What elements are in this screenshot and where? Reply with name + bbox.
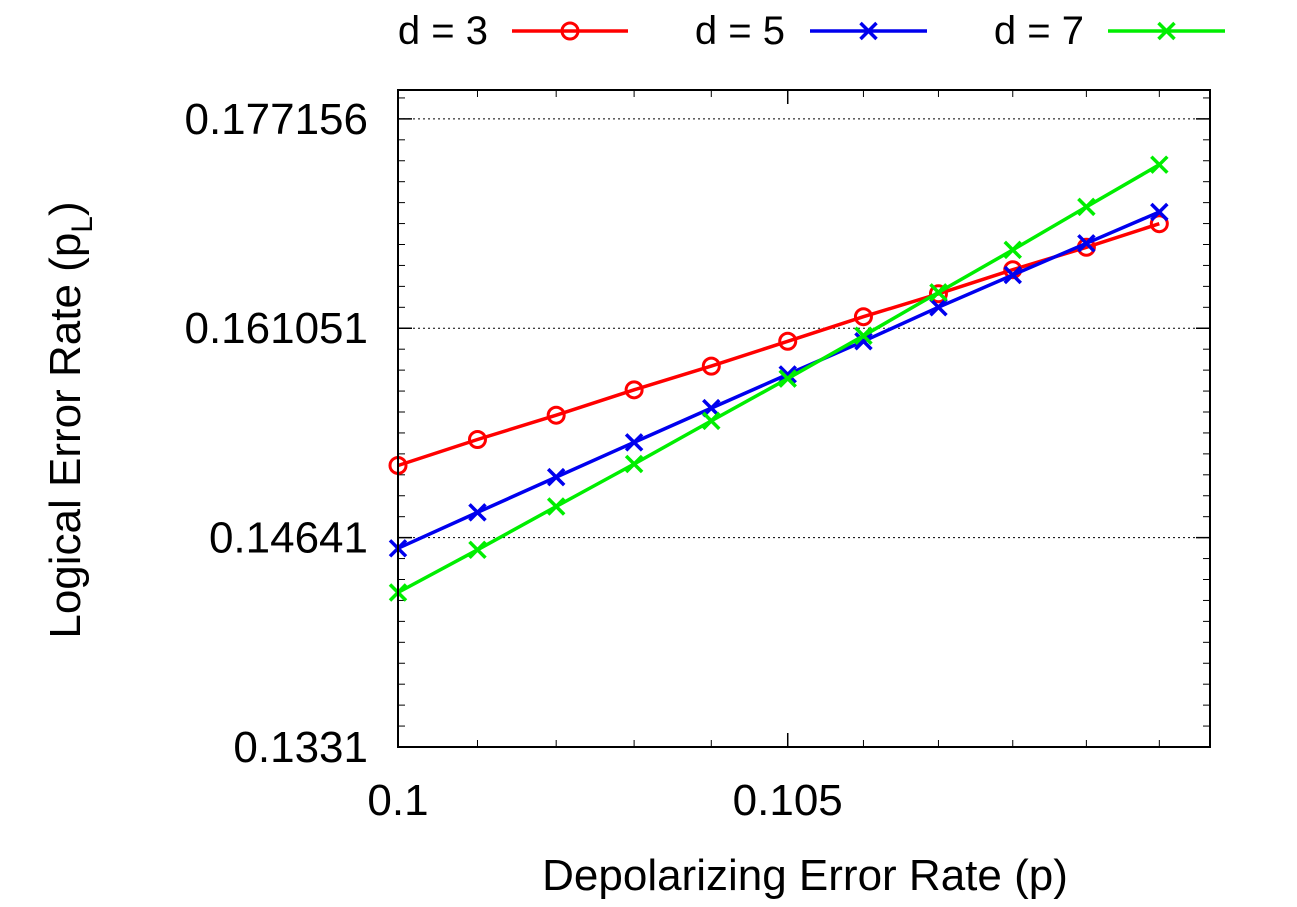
legend-label: d = 5 [695,9,785,53]
data-point [928,284,948,304]
legend-marker [859,21,878,41]
data-point [624,454,644,474]
series-3 [388,155,1169,602]
series-layer [388,155,1169,602]
data-point [778,331,798,351]
data-point [624,380,644,400]
data-point [702,411,721,431]
data-point [778,369,797,388]
legend-entry: d = 7 [994,9,1225,53]
y-axis-label-subscript: L [66,216,99,233]
series-line [397,222,1160,468]
legend: d = 3 d = 5 d = 7 [398,9,1225,53]
x-tick-label: 0.1 [367,776,428,825]
data-point [546,497,566,516]
plot-frame [397,89,1211,748]
y-tick-label: 0.1331 [233,723,368,772]
data-point [1077,234,1096,253]
data-point [1150,155,1169,174]
data-point [624,433,644,452]
data-point [546,467,566,487]
data-point [929,283,948,302]
legend-label: d = 3 [398,9,488,53]
x-tick-label: 0.105 [733,776,843,825]
data-point [854,326,873,346]
x-tick-labels: 0.1 0.105 [367,776,842,825]
data-point [546,405,566,425]
data-point [1003,240,1022,260]
y-tick-labels: 0.1331 0.14641 0.161051 0.177156 [184,95,368,772]
grid-lines [398,118,1210,539]
legend-entry: d = 3 [398,9,628,53]
y-tick-label: 0.177156 [184,95,368,144]
data-point [1003,265,1022,285]
data-point [467,429,487,449]
data-point [1149,214,1169,234]
x-axis-label: Depolarizing Error Rate (p) [542,851,1068,900]
series-1 [388,214,1169,475]
legend-label: d = 7 [994,9,1084,53]
y-axis-label: Logical Error Rate (pL) [41,201,99,638]
data-point [929,297,948,317]
data-point [853,307,873,327]
legend-marker [560,21,580,41]
data-point [1077,197,1096,217]
data-point [854,332,873,351]
y-tick-label: 0.14641 [209,514,368,563]
y-tick-label: 0.161051 [184,304,368,353]
minor-ticks [398,90,1210,747]
legend-entry: d = 5 [695,9,927,53]
data-point [1150,202,1169,222]
y-axis-label-close: ) [41,201,90,216]
series-2 [388,202,1169,558]
data-point [468,503,487,522]
y-axis-label-main: Logical Error Rate (p [41,233,90,639]
legend-marker [1157,21,1176,41]
data-point [701,356,721,376]
data-point [468,540,487,560]
